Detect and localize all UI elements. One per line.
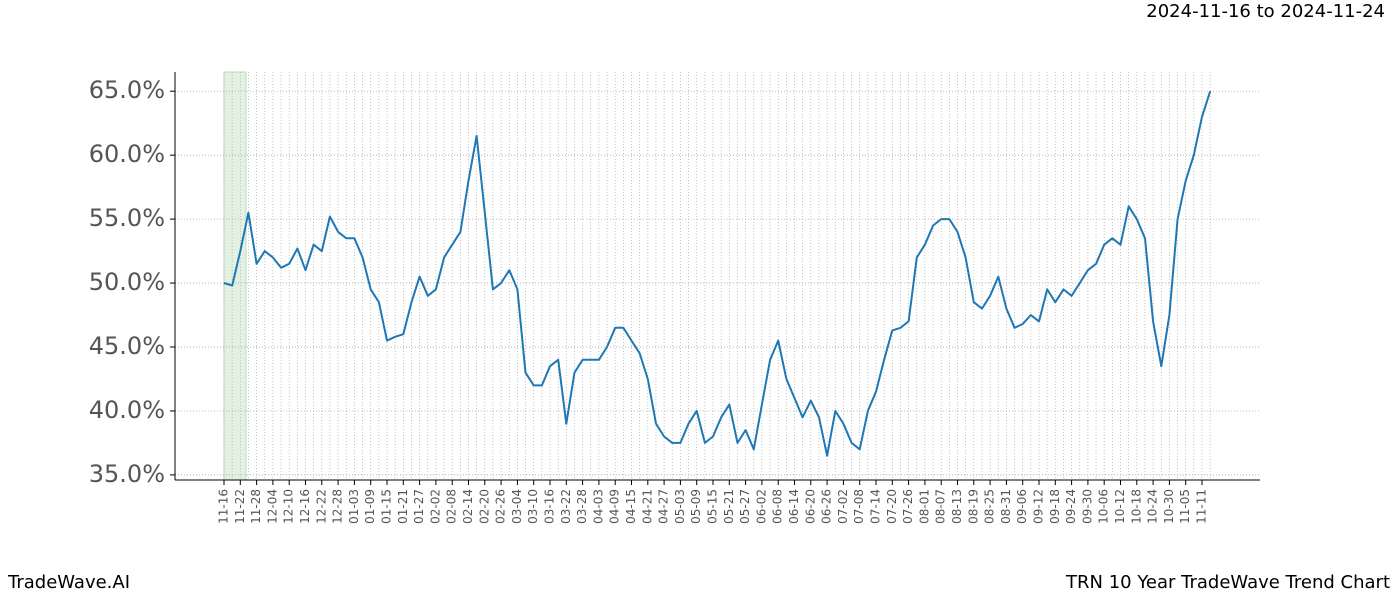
x-tick-label: 01-09	[363, 489, 377, 524]
x-tick-label: 05-21	[722, 489, 736, 524]
x-tick-label: 01-15	[380, 489, 394, 524]
x-tick-label: 06-02	[754, 489, 768, 524]
x-tick-label: 04-15	[624, 489, 638, 524]
y-tick-label: 40.0%	[89, 396, 165, 424]
x-tick-label: 05-15	[706, 489, 720, 524]
chart-subtitle: 2024-11-16 to 2024-11-24	[1146, 1, 1385, 22]
x-tick-label: 11-05	[1178, 489, 1192, 524]
x-tick-label: 02-20	[477, 489, 491, 524]
x-tick-label: 08-07	[934, 489, 948, 524]
x-tick-label: 02-02	[428, 489, 442, 524]
x-tick-label: 09-06	[1015, 489, 1029, 524]
x-tick-label: 10-12	[1113, 489, 1127, 524]
x-tick-label: 06-20	[803, 489, 817, 524]
x-tick-label: 01-03	[347, 489, 361, 524]
y-tick-label: 35.0%	[89, 460, 165, 488]
x-tick-label: 12-04	[265, 489, 279, 524]
x-tick-label: 11-16	[217, 489, 231, 524]
x-tick-label: 07-20	[885, 489, 899, 524]
x-tick-label: 04-21	[640, 489, 654, 524]
x-tick-label: 02-08	[445, 489, 459, 524]
x-tick-label: 05-03	[673, 489, 687, 524]
chart-title: TRN 10 Year TradeWave Trend Chart	[1065, 572, 1390, 593]
x-tick-label: 06-14	[787, 489, 801, 524]
x-tick-label: 09-24	[1064, 489, 1078, 524]
x-tick-label: 07-14	[869, 489, 883, 524]
x-tick-label: 04-09	[608, 489, 622, 524]
x-tick-label: 05-09	[689, 489, 703, 524]
x-tick-label: 03-04	[510, 489, 524, 524]
x-tick-label: 08-13	[950, 489, 964, 524]
x-tick-label: 10-18	[1129, 489, 1143, 524]
line-series	[223, 90, 1212, 457]
x-tick-label: 03-16	[543, 489, 557, 524]
brand: TradeWave.AI	[7, 572, 130, 593]
x-tick-label: 12-10	[282, 489, 296, 524]
x-tick-label: 07-08	[852, 489, 866, 524]
x-tick-label: 08-01	[917, 489, 931, 524]
x-tick-label: 10-30	[1162, 489, 1176, 524]
x-tick-label: 07-26	[901, 489, 915, 524]
x-tick-label: 10-24	[1146, 489, 1160, 524]
y-tick-label: 55.0%	[89, 204, 165, 232]
x-tick-label: 08-25	[983, 489, 997, 524]
x-tick-label: 02-26	[494, 489, 508, 524]
x-tick-label: 12-28	[331, 489, 345, 524]
x-tick-label: 07-02	[836, 489, 850, 524]
x-tick-label: 12-16	[298, 489, 312, 524]
x-tick-label: 09-30	[1080, 489, 1094, 524]
x-tick-label: 01-27	[412, 489, 426, 524]
x-tick-label: 12-22	[314, 489, 328, 524]
x-tick-label: 09-12	[1032, 489, 1046, 524]
x-tick-label: 02-14	[461, 489, 475, 524]
x-tick-label: 09-18	[1048, 489, 1062, 524]
x-tick-label: 10-06	[1097, 489, 1111, 524]
x-tick-label: 06-08	[771, 489, 785, 524]
x-tick-label: 03-28	[575, 489, 589, 524]
x-tick-label: 03-22	[559, 489, 573, 524]
y-tick-label: 65.0%	[89, 76, 165, 104]
x-tick-label: 01-21	[396, 489, 410, 524]
x-tick-label: 05-27	[738, 489, 752, 524]
x-tick-label: 06-26	[820, 489, 834, 524]
x-tick-label: 08-31	[999, 489, 1013, 524]
y-tick-label: 45.0%	[89, 332, 165, 360]
y-tick-label: 50.0%	[89, 268, 165, 296]
x-tick-label: 04-03	[591, 489, 605, 524]
x-tick-label: 08-19	[966, 489, 980, 524]
x-tick-label: 11-22	[233, 489, 247, 524]
x-tick-label: 04-27	[657, 489, 671, 524]
x-tick-label: 11-11	[1195, 489, 1209, 524]
y-tick-label: 60.0%	[89, 140, 165, 168]
x-tick-label: 11-28	[249, 489, 263, 524]
x-tick-label: 03-10	[526, 489, 540, 524]
